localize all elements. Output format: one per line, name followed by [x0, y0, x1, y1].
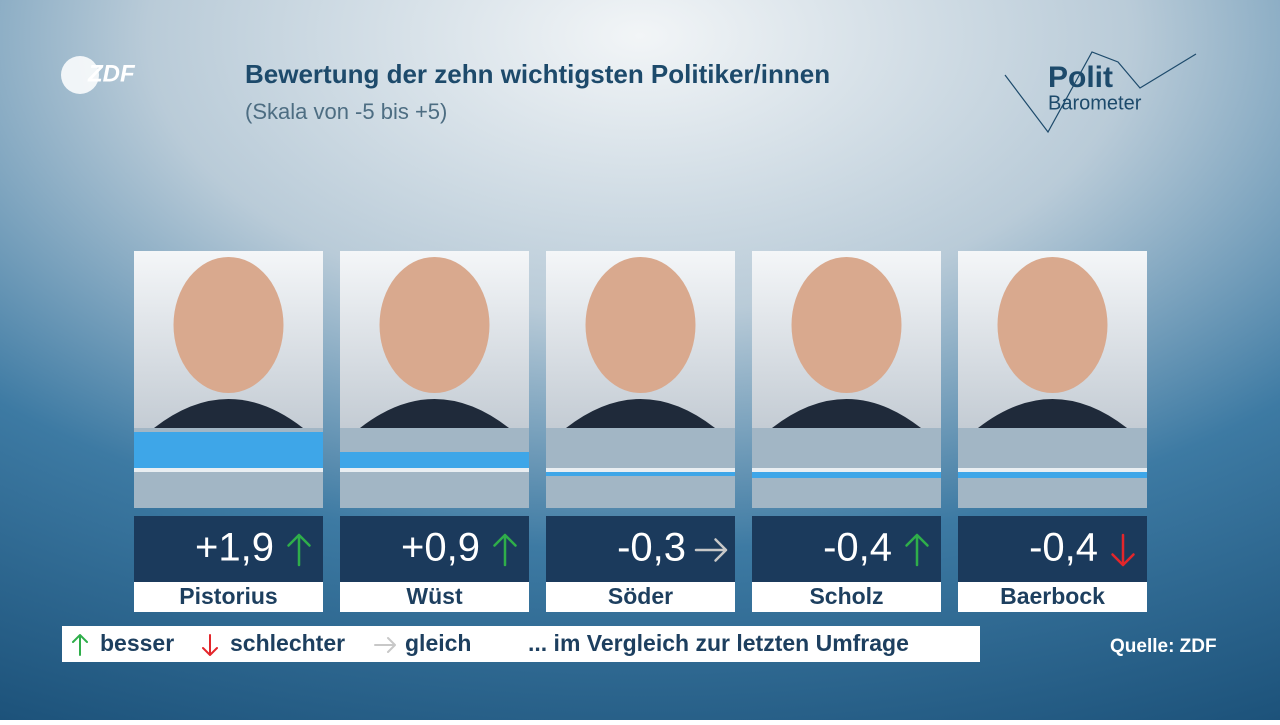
value-box [340, 516, 529, 582]
trend-arrow [694, 538, 728, 562]
category-label: Söder [608, 583, 673, 609]
zero-line [134, 468, 323, 472]
legend-note: ... im Vergleich zur letzten Umfrage [528, 630, 909, 656]
photo-head [379, 257, 490, 393]
photo-body [360, 399, 509, 428]
name-box [340, 582, 529, 612]
value-label: +0,9 [401, 526, 480, 570]
bar [134, 432, 323, 470]
category-label: Wüst [406, 583, 463, 609]
photo-body [978, 399, 1127, 428]
zero-line [752, 468, 941, 472]
photo-head [173, 257, 284, 393]
brand-bottom: Barometer [1048, 92, 1142, 114]
zero-line [546, 468, 735, 472]
chart-title: Bewertung der zehn wichtigsten Politiker… [245, 59, 830, 89]
value-label: -0,3 [617, 526, 686, 570]
brand-line [1004, 51, 1197, 134]
bar [752, 470, 941, 478]
name-box [134, 582, 323, 612]
trend-arrow [1111, 533, 1135, 567]
category-label: Baerbock [1000, 583, 1105, 609]
zero-line [958, 468, 1147, 472]
brand-top: Polit [1048, 61, 1113, 94]
photo-body [566, 399, 715, 428]
category-label: Pistorius [179, 583, 277, 609]
photo-body [154, 399, 303, 428]
name-box [752, 582, 941, 612]
name-box [546, 582, 735, 612]
photo-body [772, 399, 921, 428]
legend-label: schlechter [230, 630, 345, 656]
name-box [958, 582, 1147, 612]
trend-arrow [287, 533, 311, 567]
value-label: -0,4 [1029, 526, 1098, 570]
photo-head [997, 257, 1108, 393]
value-box [958, 516, 1147, 582]
logo: ZDF [87, 60, 136, 87]
chart-subtitle: (Skala von -5 bis +5) [245, 99, 447, 124]
bar [546, 470, 735, 476]
legend-label: gleich [405, 630, 471, 656]
trend-arrow [905, 533, 929, 567]
legend-label: besser [100, 630, 174, 656]
value-label: -0,4 [823, 526, 892, 570]
trend-arrow [493, 533, 517, 567]
category-label: Scholz [809, 583, 883, 609]
trend-arrow [374, 637, 396, 653]
legend-box [62, 626, 980, 662]
value-label: +1,9 [195, 526, 274, 570]
trend-arrow [202, 634, 218, 656]
value-box [134, 516, 323, 582]
bar [958, 470, 1147, 478]
bar [340, 452, 529, 470]
value-box [752, 516, 941, 582]
photo-head [791, 257, 902, 393]
trend-arrow [72, 634, 88, 656]
zero-line [340, 468, 529, 472]
logo-circle [61, 56, 99, 94]
photo-head [585, 257, 696, 393]
source: Quelle: ZDF [1110, 636, 1217, 657]
